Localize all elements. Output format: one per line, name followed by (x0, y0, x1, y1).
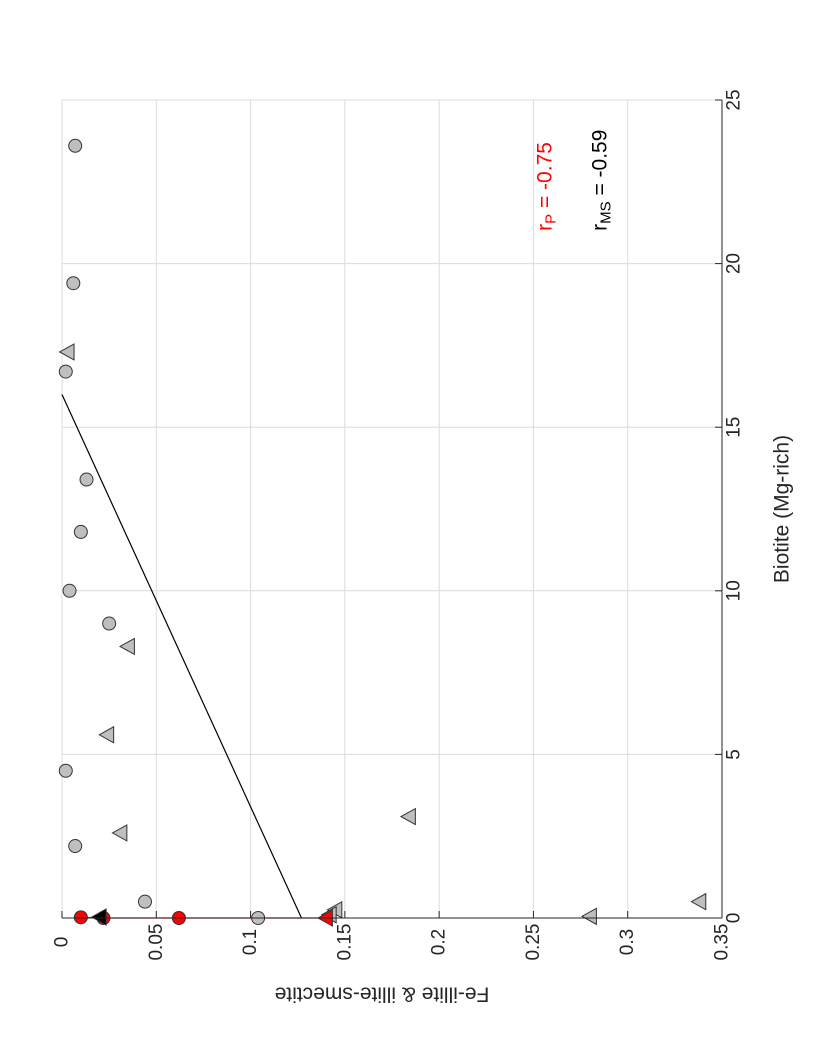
y-tick-label: 0.15 (334, 924, 355, 961)
y-tick-label: 0.25 (523, 924, 544, 961)
y-tick-label: 0.05 (146, 924, 167, 961)
data-point-circle (68, 138, 83, 153)
data-point-circle (58, 364, 73, 379)
x-tick-label: 10 (724, 580, 745, 601)
data-point-circle (62, 583, 77, 598)
fit-line (61, 394, 303, 919)
data-point-triangle (580, 907, 597, 926)
data-point-triangle (399, 807, 416, 826)
data-point-circle (58, 763, 73, 778)
data-point-triangle (111, 824, 128, 842)
y-tick-label: 0.35 (712, 924, 733, 961)
data-point-circle (137, 894, 152, 909)
x-axis-label: Biotite (Mg-rich) (771, 435, 794, 583)
correlation-annotations: rMS = -0.59 rP = -0.75 (533, 130, 614, 231)
y-tick-label: 0.3 (617, 929, 638, 955)
data-point-triangle (58, 343, 75, 361)
data-point-triangle (690, 892, 707, 911)
tick-labels: 0 5 10 15 20 25 0 0.05 0.1 0.15 0.2 0.25 0.3 0.35 (52, 89, 745, 960)
data-point-circle (68, 839, 83, 854)
x-tick-label: 25 (724, 89, 745, 110)
correlation-annotation: rP = -0.75 (533, 142, 559, 231)
x-tick-label: 0 (724, 913, 745, 924)
axes (61, 99, 723, 919)
y-tick-label: 0.2 (429, 929, 450, 955)
data-point-circle (73, 910, 88, 925)
data-point-circle (73, 524, 88, 539)
data-point-triangle (98, 725, 115, 744)
data-point-triangle (118, 637, 135, 656)
y-tick-label: 0 (52, 937, 73, 948)
y-tick-label: 0.1 (240, 929, 261, 955)
correlation-annotation: rMS = -0.59 (588, 130, 614, 231)
plot-area (62, 100, 722, 918)
data-point-circle (66, 276, 81, 291)
axis-labels: Biotite (Mg-rich) Fe-illite & illite-sme… (275, 435, 794, 1006)
x-tick-label: 15 (724, 417, 745, 438)
data-point-circle (102, 616, 117, 631)
x-tick-label: 5 (724, 749, 745, 760)
data-point-triangle (90, 908, 107, 926)
y-axis-label: Fe-illite & illite-smectite (275, 983, 490, 1006)
data-point-circle (79, 472, 94, 487)
plot-background (62, 100, 722, 918)
x-tick-label: 20 (724, 253, 745, 274)
